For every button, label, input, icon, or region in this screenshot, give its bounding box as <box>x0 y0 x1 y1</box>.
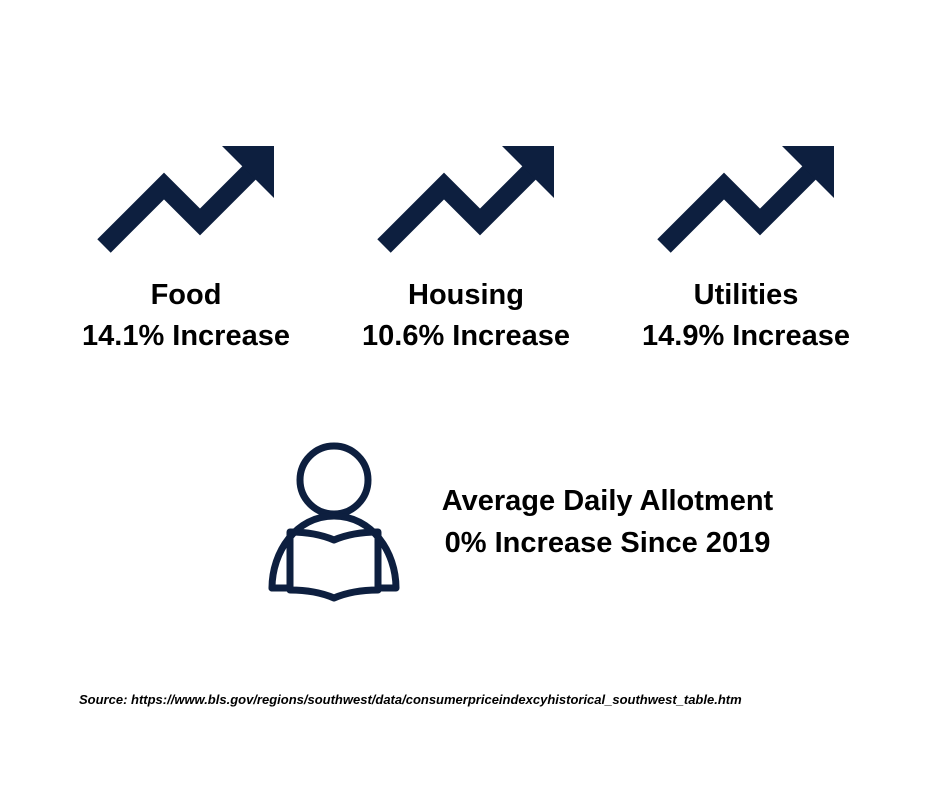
stat-label: Utilities <box>693 279 799 311</box>
person-reading-book-icon <box>268 442 400 602</box>
allotment-title: Average Daily Allotment <box>441 485 774 517</box>
stat-label: Housing <box>408 279 524 311</box>
trending-up-arrow-icon <box>377 146 554 253</box>
source-citation: Source: https://www.bls.gov/regions/sout… <box>79 692 742 707</box>
allotment-block: Average Daily Allotment 0% Increase Sinc… <box>405 480 810 564</box>
stat-utilities: Utilities 14.9% Increase <box>616 140 876 357</box>
stat-value: 14.9% Increase <box>642 320 850 352</box>
trending-up-arrow-icon <box>657 146 834 253</box>
stat-value: 10.6% Increase <box>362 320 570 352</box>
allotment-subtitle: 0% Increase Since 2019 <box>444 527 771 559</box>
stat-food: Food 14.1% Increase <box>56 140 316 357</box>
stat-label: Food <box>150 279 222 311</box>
stat-housing: Housing 10.6% Increase <box>336 140 596 357</box>
stat-value: 14.1% Increase <box>82 320 290 352</box>
trending-up-arrow-icon <box>97 146 274 253</box>
